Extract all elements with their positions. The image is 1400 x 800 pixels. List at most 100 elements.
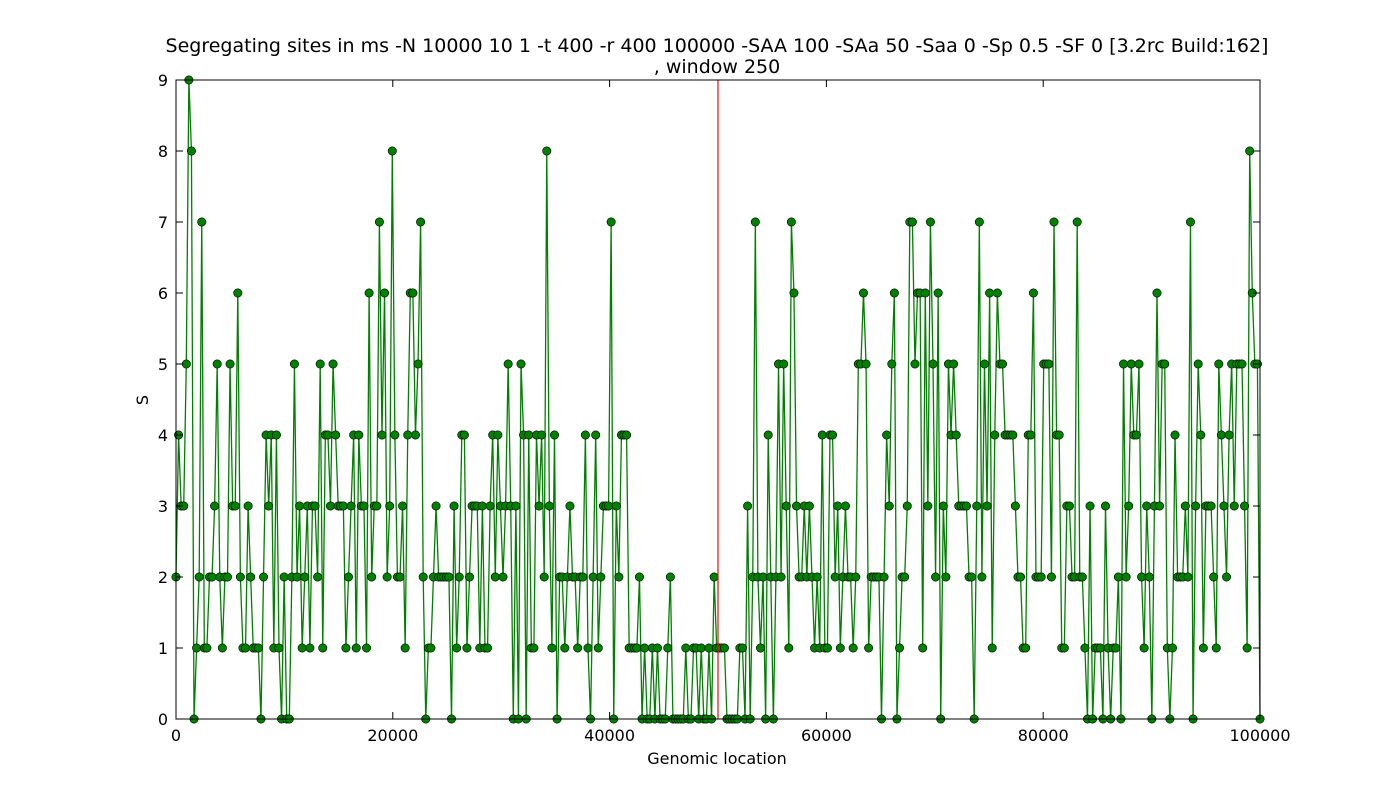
data-point-24 [233,288,243,298]
data-point-46 [289,359,299,369]
y-tick-label-3: 3 [158,497,168,516]
data-point-387 [1167,643,1177,653]
data-point-353 [1080,643,1090,653]
data-point-49 [297,643,307,653]
data-point-172 [614,572,624,582]
data-point-88 [398,501,408,511]
data-point-373 [1131,430,1141,440]
data-point-134 [516,359,526,369]
data-point-89 [400,643,410,653]
data-point-175 [622,430,632,440]
x-tick-label-3: 60000 [801,726,852,745]
data-point-302 [949,359,959,369]
data-point-55 [313,572,323,582]
data-point-21 [225,359,235,369]
data-point-156 [573,643,583,653]
data-point-339 [1044,359,1054,369]
data-point-179 [632,643,642,653]
data-point-408 [1222,572,1232,582]
data-point-129 [503,359,513,369]
data-point-32 [253,643,263,653]
data-point-375 [1137,572,1147,582]
data-point-230 [763,430,773,440]
data-point-191 [663,643,673,653]
data-point-333 [1028,288,1038,298]
data-point-376 [1139,643,1149,653]
data-point-180 [634,572,644,582]
data-point-141 [534,501,544,511]
data-point-314 [979,359,989,369]
data-point-101 [431,501,441,511]
data-point-417 [1245,146,1255,156]
chart-axes: 0 20000 40000 60000 80000 100000 0 1 2 3 4 5 6 7 8 9 [158,71,1291,745]
data-point-382 [1155,501,1165,511]
data-point-299 [941,572,951,582]
data-point-292 [923,501,933,511]
data-point-341 [1049,217,1059,227]
data-point-109 [452,643,462,653]
data-point-207 [704,643,714,653]
data-point-93 [410,430,420,440]
data-point-340 [1046,572,1056,582]
y-tick-label-5: 5 [158,355,168,374]
data-point-257 [833,501,843,511]
data-point-67 [344,572,354,582]
data-point-60 [325,501,335,511]
data-point-377 [1142,501,1152,511]
data-point-95 [416,217,426,227]
data-point-160 [583,643,593,653]
data-point-56 [315,359,325,369]
data-point-240 [789,288,799,298]
data-point-165 [596,572,606,582]
data-point-239 [786,217,796,227]
data-point-71 [354,430,364,440]
data-point-112 [459,430,469,440]
data-point-75 [364,288,374,298]
data-point-227 [755,643,765,653]
data-point-258 [835,643,845,653]
data-point-144 [542,146,552,156]
data-point-62 [331,430,341,440]
data-point-267 [858,288,868,298]
data-point-313 [977,572,987,582]
data-point-132 [511,501,521,511]
data-point-99 [426,643,436,653]
data-point-162 [588,572,598,582]
data-point-124 [490,572,500,582]
data-point-81 [380,288,390,298]
data-point-168 [604,501,614,511]
data-point-169 [606,217,616,227]
data-point-328 [1016,572,1026,582]
data-point-146 [547,643,557,653]
data-point-47 [292,572,302,582]
data-point-325 [1008,430,1018,440]
data-point-235 [776,572,786,582]
data-point-29 [246,572,256,582]
data-point-6 [186,146,196,156]
data-point-80 [377,430,387,440]
data-point-350 [1072,217,1082,227]
data-point-76 [367,572,377,582]
y-tick-label-7: 7 [158,213,168,232]
data-point-284 [902,501,912,511]
data-point-312 [974,217,984,227]
data-point-409 [1224,430,1234,440]
data-point-276 [882,430,892,440]
chart-subtitle: , window 250 [654,56,780,78]
data-point-96 [418,572,428,582]
data-point-25 [235,572,245,582]
y-tick-label-2: 2 [158,568,168,587]
data-point-48 [295,501,305,511]
data-point-151 [560,643,570,653]
data-point-256 [830,572,840,582]
y-tick-label-8: 8 [158,142,168,161]
data-point-321 [998,359,1008,369]
data-point-295 [931,572,941,582]
y-tick-label-1: 1 [158,639,168,658]
data-point-187 [652,643,662,653]
data-point-204 [696,643,706,653]
data-point-283 [900,572,910,582]
data-point-296 [933,288,943,298]
data-point-147 [549,430,559,440]
data-point-268 [861,359,871,369]
